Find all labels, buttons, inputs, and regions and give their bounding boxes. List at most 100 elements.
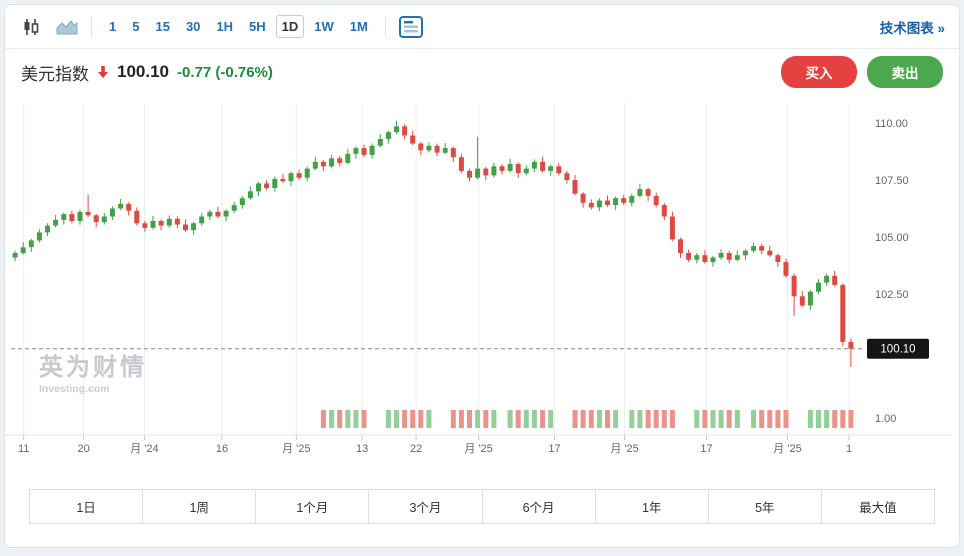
price-chart-svg[interactable]: 11 20 月 '24 16 月 '25 13 22 月 '25 17 月 '25 17 月 '25 1… [5, 95, 959, 461]
volume-bar [580, 410, 586, 428]
candle-body [669, 216, 675, 240]
interval-button-5[interactable]: 5 [126, 15, 145, 38]
candle-body [394, 126, 399, 133]
interval-button-1W[interactable]: 1W [308, 15, 340, 38]
interval-button-1M[interactable]: 1M [344, 15, 374, 38]
x-axis-label: 月 '24 [130, 443, 158, 455]
volume-bar [637, 410, 643, 428]
volume-bar [467, 410, 472, 428]
volume-bar [669, 410, 675, 428]
range-button-1年[interactable]: 1年 [595, 490, 709, 523]
volume-bar [613, 410, 619, 428]
candle-body [775, 255, 781, 262]
volume-bar [596, 410, 602, 428]
candle-body [134, 210, 140, 224]
interval-button-30[interactable]: 30 [180, 15, 206, 38]
candle-body [320, 161, 326, 167]
x-axis-label: 13 [356, 443, 368, 455]
candle-body [69, 214, 75, 221]
volume-bar [702, 410, 708, 428]
volume-bar [507, 410, 513, 428]
candle-body [337, 158, 343, 163]
candle-body [499, 166, 505, 171]
candle-body [678, 239, 683, 253]
x-axis-label: 1 [846, 443, 852, 455]
interval-button-1[interactable]: 1 [103, 15, 122, 38]
range-button-3个月[interactable]: 3个月 [369, 490, 483, 523]
candle-body [361, 148, 367, 155]
candle-body [458, 157, 464, 171]
candle-body [345, 153, 351, 163]
toolbar-separator [91, 16, 92, 37]
candle-body [564, 173, 570, 180]
last-price-label-bg [867, 338, 929, 359]
volume-bar [718, 410, 724, 428]
range-button-1日[interactable]: 1日 [30, 490, 144, 523]
candle-body [410, 135, 416, 144]
technical-chart-link[interactable]: 技术图表 » [879, 20, 945, 36]
volume-bar [816, 410, 821, 428]
area-chart-icon[interactable] [54, 17, 80, 37]
panel-icon[interactable] [397, 14, 425, 40]
candle-body [613, 198, 619, 205]
range-button-最大值[interactable]: 最大值 [821, 490, 934, 523]
candle-body [710, 257, 716, 263]
range-button-5年[interactable]: 5年 [708, 490, 822, 523]
candle-body [686, 253, 692, 260]
volume-bar [458, 410, 464, 428]
volume-bar [426, 410, 432, 428]
volume-bar [653, 410, 659, 428]
interval-button-15[interactable]: 15 [149, 15, 175, 38]
volume-bar [832, 410, 838, 428]
candle-body [191, 223, 197, 231]
candle-body [166, 218, 172, 226]
candle-body [142, 223, 148, 228]
chart-region: 11 20 月 '24 16 月 '25 13 22 月 '25 17 月 '25 17 月 '25 1… [5, 95, 959, 463]
price-axis-label: 102.50 [875, 289, 909, 301]
range-button-6个月[interactable]: 6个月 [482, 490, 596, 523]
range-selector: 1日 1周 1个月 3个月 6个月 1年 5年 最大值 [29, 489, 935, 524]
candle-body [329, 158, 335, 167]
candle-body [629, 196, 635, 203]
price-down-arrow-icon [98, 66, 108, 78]
candle-body [199, 216, 205, 224]
candle-body [434, 145, 440, 153]
range-button-1周[interactable]: 1周 [143, 490, 257, 523]
candle-body [475, 168, 481, 178]
sell-button[interactable]: 卖出 [867, 56, 943, 88]
volume-bar [824, 410, 830, 428]
candle-body [223, 210, 229, 217]
interval-list: 1 5 15 30 1H 5H 1D 1W 1M [103, 15, 374, 38]
chart-toolbar: 1 5 15 30 1H 5H 1D 1W 1M 技术图表 » [5, 5, 959, 49]
candle-body [653, 196, 659, 206]
candle-body [759, 246, 765, 251]
volume-bar [475, 410, 481, 428]
range-button-1个月[interactable]: 1个月 [256, 490, 370, 523]
candle-body [207, 211, 213, 217]
volume-bar [588, 410, 594, 428]
candle-body [101, 216, 107, 223]
candle-body [783, 262, 789, 276]
interval-button-1D[interactable]: 1D [275, 15, 305, 38]
x-axis-label: 20 [77, 443, 89, 455]
candle-body [369, 145, 375, 155]
candle-body [118, 203, 124, 209]
x-axis-label: 17 [700, 443, 712, 455]
volume-bar [402, 410, 408, 428]
interval-button-1H[interactable]: 1H [210, 15, 239, 38]
volume-bar [345, 410, 351, 428]
candle-body [791, 275, 797, 297]
volume-bar [540, 410, 546, 428]
last-price: 100.10 [117, 62, 169, 81]
candle-body [807, 291, 813, 306]
x-axis-label: 月 '25 [773, 443, 801, 455]
candle-body [304, 168, 310, 178]
candlestick-icon[interactable] [19, 16, 43, 38]
candle-body [540, 161, 546, 171]
candle-body [483, 168, 489, 176]
buy-button[interactable]: 买入 [781, 56, 857, 88]
volume-bar [394, 410, 399, 428]
volume-bar [807, 410, 813, 428]
interval-button-5H[interactable]: 5H [243, 15, 272, 38]
volume-bar [353, 410, 359, 428]
